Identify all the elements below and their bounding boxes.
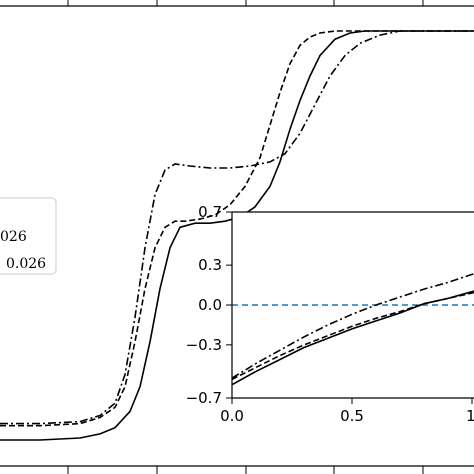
inset-series-group xyxy=(232,272,474,386)
inset-axes: 0.70.30.0−0.3−0.70.0 0.5 1 xyxy=(186,203,474,425)
inset-y-tick-label: 0.0 xyxy=(198,296,222,314)
inset-series-line-dashdot xyxy=(232,272,474,379)
inset-y-tick-label: −0.7 xyxy=(186,389,222,407)
inset-y-tick-label: 0.7 xyxy=(198,203,222,221)
inset-y-tick-label: −0.3 xyxy=(186,336,222,354)
inset-x-tick-label: 0.5 xyxy=(340,407,364,425)
inset-series-line-dashed xyxy=(232,291,474,381)
legend-box xyxy=(0,197,57,275)
inset-ticks-group: 0.70.30.0−0.3−0.70.0 0.5 1 xyxy=(186,203,474,425)
inset-x-tick-label: 0.0 xyxy=(220,407,244,425)
legend: 026 0.026 xyxy=(0,197,57,275)
legend-entry-2: 0.026 xyxy=(6,256,46,272)
inset-y-tick-label: 0.3 xyxy=(198,256,222,274)
main-series-line-dashed xyxy=(0,30,474,427)
legend-entry-1: 026 xyxy=(0,229,27,245)
inset-x-tick-label: 1 xyxy=(466,407,474,425)
main-series-line-dashdot xyxy=(0,30,474,425)
